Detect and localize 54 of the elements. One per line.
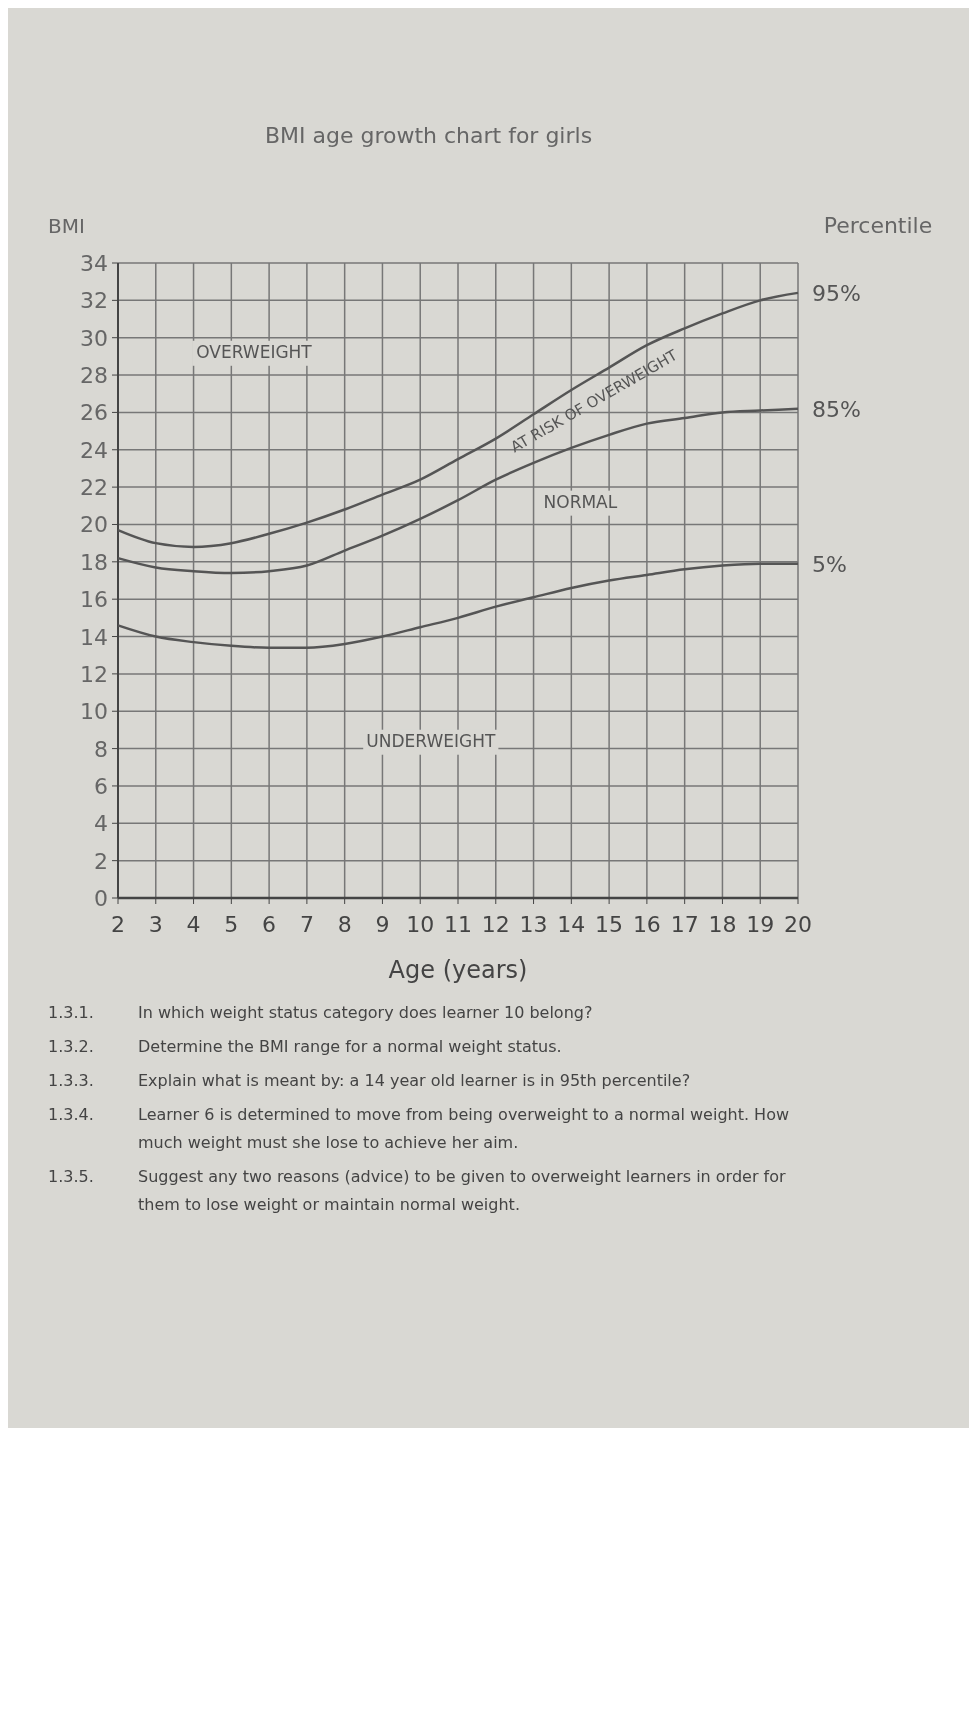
x-tick-label: 18 xyxy=(708,912,737,937)
series-label: 85% xyxy=(812,396,861,422)
x-tick-label: 17 xyxy=(670,912,699,937)
annotation: UNDERWEIGHT xyxy=(366,730,496,751)
y-axis-title: BMI xyxy=(48,214,85,238)
y-tick-label: 16 xyxy=(80,587,108,613)
y-tick-label: 4 xyxy=(94,811,108,837)
line-series xyxy=(116,291,800,549)
y-tick-label: 18 xyxy=(80,549,108,575)
x-tick-label: 5 xyxy=(224,912,239,937)
text: 1.3.2. Determine the BMI range for a normal weight status. xyxy=(48,1037,562,1056)
x-tick-label: 6 xyxy=(262,912,277,937)
annotation: NORMAL xyxy=(543,491,618,512)
y-tick-label: 30 xyxy=(80,325,108,351)
x-tick-label: 13 xyxy=(519,912,548,937)
text: 1.3.5. Suggest any two reasons (advice) to be given to overweight learners in order for them to lose weight or maintain normal weight. xyxy=(48,1167,786,1214)
line-series xyxy=(116,562,800,649)
x-tick-label: 8 xyxy=(337,912,352,937)
x-tick-label: 2 xyxy=(111,912,125,937)
x-tick-label: 9 xyxy=(375,912,390,937)
series-label: 5% xyxy=(812,551,847,577)
x-tick-label: 12 xyxy=(481,912,510,937)
y-tick-label: 14 xyxy=(80,624,108,650)
y-tick-label: 10 xyxy=(80,699,108,725)
x-axis-title: Age (years) xyxy=(388,956,528,984)
y-tick-label: 32 xyxy=(80,288,108,314)
y-tick-label: 28 xyxy=(80,363,108,389)
y-tick-label: 2 xyxy=(94,848,108,874)
text: 1.3.3. Explain what is meant by: a 14 year old learner is in 95th percentile? xyxy=(48,1071,691,1090)
text: 1.3.1. In which weight status category does learner 10 belong? xyxy=(48,1003,593,1022)
y-tick-label: 6 xyxy=(94,773,108,799)
chart-title: BMI age growth chart for girls xyxy=(264,123,593,148)
y-tick-label: 22 xyxy=(80,475,108,501)
text: 1.3.4. Learner 6 is determined to move from being overweight to a normal weight. How much weight must she lose to achieve her aim. xyxy=(48,1105,790,1152)
annotation: OVERWEIGHT xyxy=(196,341,313,362)
x-tick-label: 4 xyxy=(186,912,201,937)
x-tick-label: 3 xyxy=(148,912,163,937)
x-tick-label: 15 xyxy=(595,912,624,937)
x-tick-label: 16 xyxy=(632,912,661,937)
x-tick-label: 20 xyxy=(784,912,812,937)
x-tick-label: 7 xyxy=(299,912,314,937)
y-tick-label: 26 xyxy=(80,400,108,426)
y-tick-label: 20 xyxy=(80,512,108,538)
legend-title: Percentile xyxy=(823,213,933,238)
x-tick-label: 10 xyxy=(406,912,435,937)
x-tick-label: 14 xyxy=(557,912,586,937)
x-tick-label: 19 xyxy=(746,912,775,937)
y-tick-label: 0 xyxy=(94,886,108,911)
y-tick-label: 8 xyxy=(94,736,108,762)
y-tick-label: 34 xyxy=(80,251,108,276)
y-tick-label: 12 xyxy=(80,661,108,687)
series-label: 95% xyxy=(812,280,861,306)
y-tick-label: 24 xyxy=(80,437,108,463)
x-tick-label: 11 xyxy=(444,912,472,937)
